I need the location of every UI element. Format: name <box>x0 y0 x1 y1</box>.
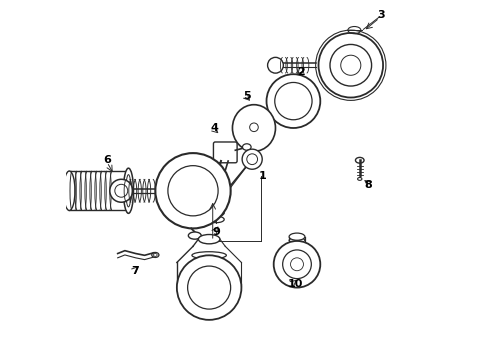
FancyBboxPatch shape <box>214 142 237 163</box>
Ellipse shape <box>177 255 242 320</box>
Text: 9: 9 <box>212 227 220 237</box>
Ellipse shape <box>268 57 283 73</box>
Ellipse shape <box>243 144 251 150</box>
Text: 5: 5 <box>243 91 250 101</box>
Ellipse shape <box>198 234 220 244</box>
Text: 4: 4 <box>211 123 219 133</box>
Text: 1: 1 <box>259 171 267 181</box>
Ellipse shape <box>289 233 305 240</box>
Ellipse shape <box>155 153 231 228</box>
Text: 3: 3 <box>377 10 385 20</box>
Ellipse shape <box>358 177 362 180</box>
Ellipse shape <box>168 166 218 216</box>
Ellipse shape <box>355 157 364 163</box>
Text: 7: 7 <box>132 266 140 276</box>
Ellipse shape <box>213 173 227 180</box>
Ellipse shape <box>232 105 275 151</box>
Ellipse shape <box>64 171 75 211</box>
Ellipse shape <box>152 252 159 257</box>
Ellipse shape <box>110 179 133 202</box>
Ellipse shape <box>208 216 224 223</box>
Ellipse shape <box>274 241 320 288</box>
Ellipse shape <box>318 33 383 98</box>
Text: 6: 6 <box>103 155 111 165</box>
Ellipse shape <box>188 232 201 239</box>
FancyBboxPatch shape <box>242 117 266 141</box>
Ellipse shape <box>208 203 224 210</box>
Ellipse shape <box>242 149 262 169</box>
Ellipse shape <box>192 252 226 259</box>
Text: 10: 10 <box>288 279 303 289</box>
Ellipse shape <box>208 210 224 216</box>
Ellipse shape <box>267 74 320 128</box>
Ellipse shape <box>123 168 133 213</box>
Text: 2: 2 <box>297 67 304 77</box>
Text: 8: 8 <box>365 180 372 190</box>
